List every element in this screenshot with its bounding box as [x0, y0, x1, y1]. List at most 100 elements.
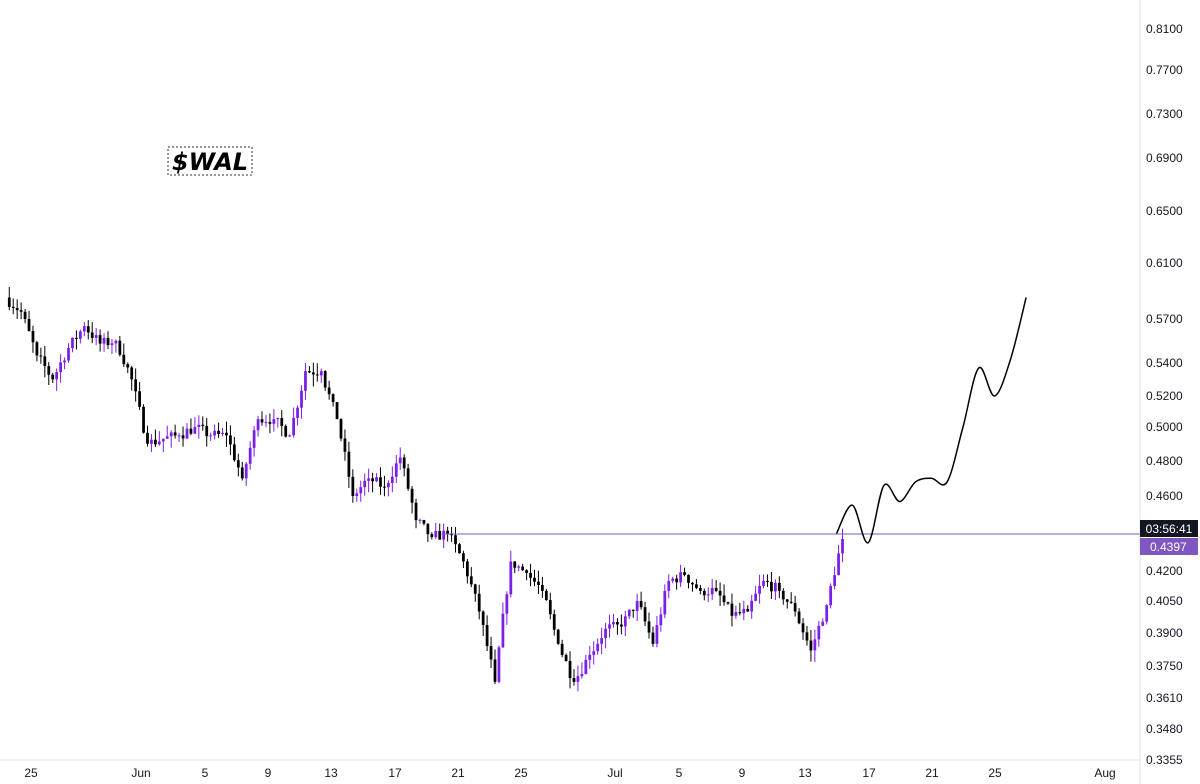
candle — [829, 583, 833, 609]
candle — [430, 532, 434, 540]
candle-body — [15, 307, 19, 311]
candle — [525, 569, 528, 581]
candle — [252, 426, 256, 457]
candle-body — [525, 570, 528, 573]
candle-body — [323, 371, 327, 388]
candle — [544, 588, 548, 601]
price-tick-label: 0.4050 — [1146, 594, 1183, 608]
candle-body — [442, 530, 446, 540]
candle — [627, 609, 631, 620]
candle-body — [343, 438, 347, 452]
price-axis[interactable]: 0.8100 0.7700 0.7300 0.6900 0.6500 0.6100 0.57… — [1146, 22, 1183, 767]
candle — [165, 425, 169, 439]
candle-body — [51, 374, 55, 380]
price-tick-label: 0.3480 — [1146, 722, 1183, 736]
candle — [568, 651, 572, 689]
candle — [193, 417, 197, 435]
candle — [671, 576, 675, 584]
candle — [548, 592, 552, 620]
candle-body — [454, 535, 457, 545]
candle-body — [410, 488, 414, 503]
candle-body — [592, 651, 596, 655]
candle-body — [157, 441, 161, 445]
candle — [576, 665, 580, 692]
candle — [410, 486, 414, 514]
candle-body — [647, 621, 651, 633]
candle — [608, 614, 611, 638]
candle — [383, 475, 386, 497]
countdown-text: 03:56:41 — [1146, 522, 1193, 536]
candle — [126, 362, 130, 374]
candle-body — [635, 601, 639, 611]
candle-body — [276, 417, 280, 420]
candle — [706, 587, 710, 602]
candle-body — [375, 477, 378, 482]
candle — [509, 550, 513, 598]
candle — [154, 429, 157, 448]
candle — [146, 425, 149, 447]
candle-body — [541, 585, 544, 591]
candle — [138, 382, 141, 410]
time-axis[interactable]: 25 Jun 5 9 13 17 21 25 Jul 5 9 13 17 21 25 Aug — [24, 766, 1115, 780]
current-price-badge-bg — [1140, 538, 1198, 555]
projected-path[interactable] — [835, 297, 1027, 544]
candle — [714, 580, 718, 593]
candle — [785, 598, 789, 609]
candle-body — [683, 572, 686, 575]
candle — [426, 523, 430, 543]
candle — [264, 414, 268, 428]
candle-body — [837, 553, 840, 576]
candle-body — [497, 647, 501, 682]
candle-body — [252, 430, 256, 448]
candle-body — [43, 356, 47, 367]
candle — [643, 601, 647, 627]
candle-body — [387, 483, 390, 488]
candle-body — [126, 364, 130, 368]
candle-body — [501, 613, 505, 648]
candle — [161, 438, 165, 453]
candle — [130, 365, 134, 391]
candle — [406, 463, 410, 491]
candle — [288, 434, 292, 437]
candle-body — [260, 419, 264, 423]
candle — [398, 447, 402, 470]
candle-body — [714, 587, 718, 591]
candle-body — [758, 585, 761, 594]
candle — [750, 594, 754, 619]
price-tick-label: 0.4600 — [1146, 489, 1183, 503]
candle — [734, 605, 738, 619]
candle — [521, 563, 525, 571]
candle — [256, 415, 260, 437]
current-price-badge: 0.4397 — [1140, 538, 1198, 555]
candle-body — [616, 622, 619, 625]
candle-body — [809, 640, 813, 651]
candle-body — [110, 343, 114, 346]
symbol-label[interactable]: $WAL — [167, 146, 253, 176]
candle-body — [718, 590, 722, 596]
candle-body — [651, 632, 655, 644]
candle — [323, 370, 327, 391]
candle-body — [367, 478, 371, 481]
candle-body — [841, 538, 844, 554]
time-tick-label: 9 — [265, 766, 272, 780]
candle-body — [383, 486, 386, 488]
candle — [331, 393, 335, 407]
candle-body — [430, 534, 434, 538]
candle-body — [205, 425, 209, 437]
candle-body — [726, 602, 730, 604]
candle-body — [78, 331, 82, 339]
candle — [730, 593, 734, 627]
candle-body — [35, 342, 39, 356]
candle — [351, 469, 355, 503]
candle — [572, 669, 576, 686]
candle — [489, 636, 493, 669]
candle-body — [766, 580, 769, 582]
candle-body — [458, 544, 461, 554]
candle — [311, 362, 315, 387]
candle-body — [134, 379, 138, 392]
price-tick-label: 0.7300 — [1146, 107, 1183, 121]
candle — [833, 566, 836, 590]
candle-body — [691, 582, 694, 585]
candle-body — [47, 366, 51, 375]
